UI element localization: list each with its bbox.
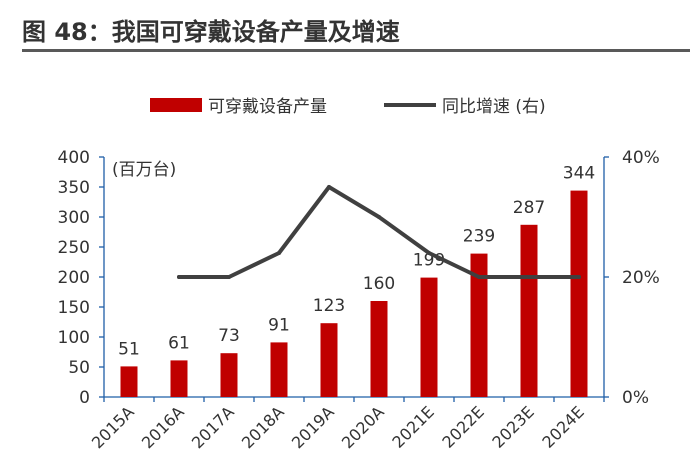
- right-y-axis: 0% 20% 40%: [603, 148, 660, 408]
- bar-2021E: [420, 277, 438, 397]
- bar-value-label: 239: [463, 227, 495, 247]
- bar-2023E: [520, 224, 538, 397]
- growth-line-series: [177, 185, 581, 279]
- left-tick-label: 100: [58, 328, 90, 348]
- page-title: 图 48：我国可穿戴设备产量及增速: [22, 18, 400, 46]
- growth-line-point: [327, 185, 331, 189]
- right-tick-label: 20%: [622, 268, 660, 288]
- bar-2020A: [370, 301, 388, 397]
- left-tick-label: 50: [68, 358, 90, 378]
- x-tick-label: 2017A: [188, 402, 238, 452]
- figure-header: 图 48：我国可穿戴设备产量及增速: [0, 0, 696, 52]
- bar-value-label: 91: [268, 315, 290, 335]
- growth-line-point: [277, 251, 281, 255]
- x-tick-label: 2018A: [238, 402, 288, 452]
- left-axis-unit-label: (百万台): [112, 160, 176, 180]
- bar-2015A: [120, 366, 138, 397]
- growth-line-point: [427, 251, 431, 255]
- bar-series: [120, 190, 588, 397]
- left-tick-label: 200: [58, 268, 90, 288]
- left-tick-label: 250: [58, 238, 90, 258]
- x-tick-label: 2021E: [388, 402, 437, 451]
- x-tick-label: 2015A: [88, 402, 138, 452]
- right-tick-label: 40%: [622, 148, 660, 168]
- bar-value-label: 287: [513, 198, 545, 218]
- growth-line-point: [177, 275, 181, 279]
- bar-value-label: 73: [218, 326, 240, 346]
- right-tick-label: 0%: [622, 388, 649, 408]
- title-divider: [22, 49, 690, 52]
- left-tick-label: 400: [58, 148, 90, 168]
- bar-value-label: 123: [313, 296, 345, 316]
- left-tick-label: 150: [58, 298, 90, 318]
- chart-legend: 可穿戴设备产量 同比增速 (右): [150, 97, 546, 117]
- bar-2024E: [570, 190, 588, 397]
- x-tick-label: 2019A: [288, 402, 338, 452]
- left-tick-label: 350: [58, 178, 90, 198]
- left-y-axis: 0 50 100 150 200 250 300 350 400: [58, 148, 105, 408]
- bar-2018A: [270, 342, 288, 397]
- legend-bar-swatch: [150, 98, 202, 112]
- legend-line-label: 同比增速 (右): [442, 97, 546, 117]
- growth-line-point: [477, 275, 481, 279]
- x-tick-label: 2016A: [138, 402, 188, 452]
- growth-line-point: [527, 275, 531, 279]
- x-axis: 2015A 2016A 2017A 2018A 2019A 2020A 2021E 2022E…: [88, 396, 605, 452]
- growth-line-point: [577, 275, 581, 279]
- bar-value-label: 344: [563, 164, 595, 184]
- bar-value-label: 51: [118, 339, 140, 359]
- bar-2019A: [320, 323, 338, 397]
- bar-2017A: [220, 353, 238, 397]
- x-tick-label: 2023E: [488, 402, 537, 451]
- left-tick-label: 0: [79, 388, 90, 408]
- bar-value-label: 160: [363, 274, 395, 294]
- bar-2022E: [470, 253, 488, 397]
- x-tick-label: 2024E: [538, 402, 587, 451]
- x-tick-label: 2022E: [438, 402, 487, 451]
- bar-2016A: [170, 360, 188, 397]
- growth-line-point: [227, 275, 231, 279]
- bar-value-label: 61: [168, 333, 190, 353]
- x-tick-label: 2020A: [338, 402, 388, 452]
- left-tick-label: 300: [58, 208, 90, 228]
- legend-bar-label: 可穿戴设备产量: [208, 97, 327, 117]
- growth-line-point: [377, 215, 381, 219]
